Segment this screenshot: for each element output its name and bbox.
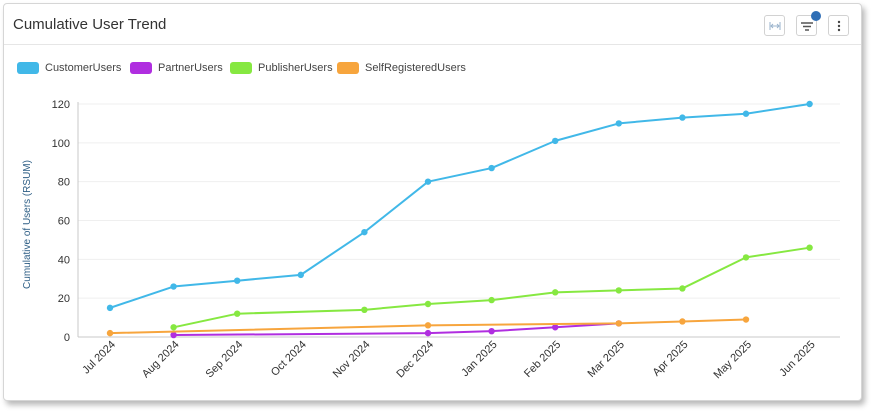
data-point — [106, 329, 114, 337]
y-tick-label: 100 — [52, 138, 70, 150]
y-tick-label: 40 — [58, 254, 70, 266]
data-point — [488, 327, 495, 335]
legend-swatch — [230, 62, 252, 74]
data-point — [361, 228, 368, 236]
x-tick-label: Jun 2025 — [777, 339, 817, 379]
data-point — [615, 320, 622, 327]
fit-width-icon — [769, 22, 781, 30]
x-tick-label: Feb 2025 — [522, 339, 563, 380]
data-point — [424, 300, 432, 308]
card-header: Cumulative User Trend — [4, 4, 861, 45]
data-point — [806, 100, 813, 108]
legend-label: SelfRegisteredUsers — [365, 62, 466, 74]
legend-item-partnerusers[interactable]: PartnerUsers — [130, 60, 223, 76]
data-point — [806, 244, 813, 251]
y-tick-label: 60 — [58, 216, 70, 228]
legend-label: PublisherUsers — [258, 62, 333, 74]
data-point — [170, 283, 177, 290]
legend-label: CustomerUsers — [45, 62, 122, 74]
x-tick-label: Mar 2025 — [586, 339, 627, 380]
data-point — [488, 164, 495, 172]
legend-item-customerusers[interactable]: CustomerUsers — [17, 60, 121, 76]
x-tick-label: Nov 2024 — [331, 339, 373, 381]
data-point — [679, 114, 686, 121]
x-tick-label: Aug 2024 — [140, 339, 182, 381]
legend-item-publisherusers[interactable]: PublisherUsers — [230, 60, 333, 76]
data-point — [106, 304, 114, 312]
series-line — [109, 103, 810, 309]
filter-icon — [801, 22, 813, 31]
x-tick-label: Apr 2025 — [650, 339, 690, 379]
more-vertical-icon — [837, 20, 841, 32]
legend-label: PartnerUsers — [158, 62, 223, 74]
legend-swatch — [17, 62, 39, 74]
x-tick-label: Oct 2024 — [269, 339, 309, 379]
data-point — [361, 306, 368, 314]
data-point — [679, 285, 686, 292]
data-point — [679, 318, 686, 325]
data-point — [552, 324, 559, 331]
fit-width-button[interactable] — [764, 15, 785, 36]
data-point — [170, 324, 177, 331]
legend-swatch — [130, 62, 152, 74]
series-line — [173, 246, 810, 329]
filter-button[interactable] — [796, 11, 821, 36]
x-tick-label: Jan 2025 — [459, 339, 499, 379]
y-axis-title: Cumulative of Users (RSUM) — [22, 160, 33, 289]
data-point — [488, 296, 495, 304]
data-point — [742, 254, 750, 261]
y-tick-label: 120 — [52, 99, 70, 111]
chart-title: Cumulative User Trend — [13, 16, 167, 33]
x-tick-label: May 2025 — [711, 339, 754, 382]
x-tick-label: Dec 2024 — [394, 339, 436, 381]
data-point — [234, 277, 241, 284]
legend-item-selfregisteredusers[interactable]: SelfRegisteredUsers — [337, 60, 466, 76]
legend-swatch — [337, 62, 359, 74]
more-options-button[interactable] — [828, 15, 849, 36]
data-point — [552, 137, 559, 145]
chart-card: Cumulative User Trend — [3, 3, 862, 401]
data-point — [234, 310, 241, 317]
data-point — [552, 289, 559, 296]
x-tick-label: Jul 2024 — [80, 339, 118, 377]
y-tick-label: 80 — [58, 177, 70, 189]
data-point — [424, 178, 432, 185]
y-tick-label: 20 — [58, 293, 70, 305]
x-tick-label: Sep 2024 — [204, 339, 246, 381]
data-point — [170, 331, 177, 339]
data-point — [424, 322, 432, 329]
data-point — [742, 316, 750, 323]
data-point — [615, 120, 622, 127]
data-point — [297, 271, 304, 279]
data-point — [615, 287, 622, 294]
data-point — [424, 329, 432, 337]
y-tick-label: 0 — [64, 332, 70, 344]
line-chart: 0 20 40 60 80 100 120 Cumulative of Users (RSUM… — [22, 99, 840, 382]
data-point — [742, 110, 750, 117]
filter-active-badge — [811, 11, 821, 21]
